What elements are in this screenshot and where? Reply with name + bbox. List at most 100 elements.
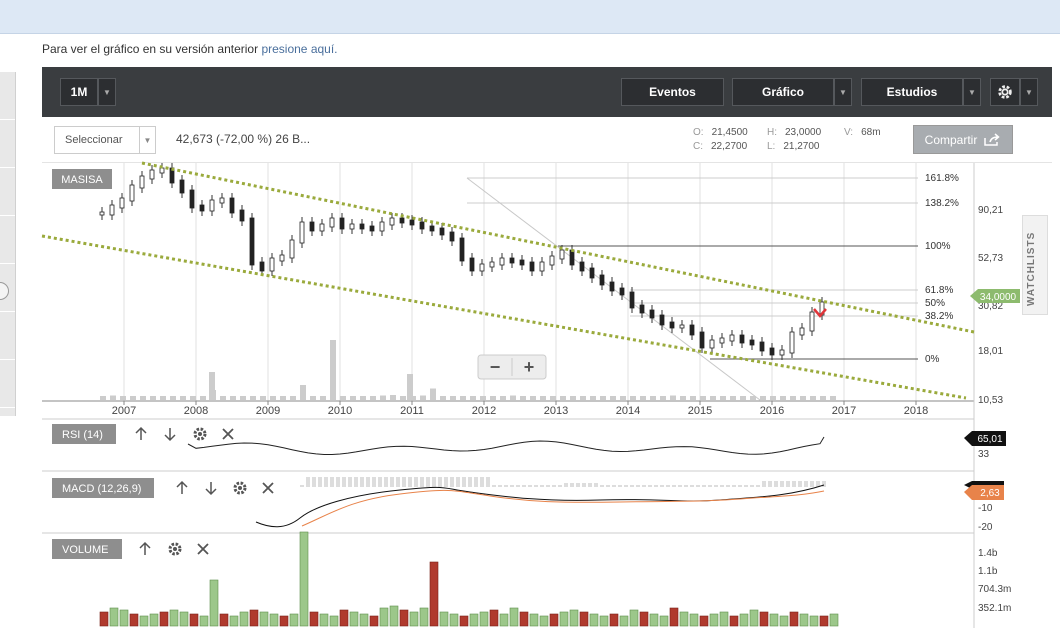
volume-bar bbox=[279, 615, 289, 627]
volume-overlay-bar bbox=[370, 396, 376, 400]
macd-histogram-bar bbox=[660, 485, 664, 487]
volume-bar bbox=[759, 611, 769, 627]
volume-overlay-bar bbox=[100, 396, 106, 400]
zoom-in-button[interactable]: + bbox=[524, 357, 535, 377]
zoom-out-button[interactable]: − bbox=[490, 357, 501, 377]
candle-body bbox=[239, 209, 245, 222]
candle-body bbox=[289, 239, 295, 259]
compare-select[interactable]: Seleccionar ▼ bbox=[54, 126, 156, 154]
volume-overlay-bar bbox=[240, 396, 246, 400]
macd-histogram-bar bbox=[522, 485, 526, 487]
volume-bar bbox=[269, 613, 279, 627]
volume-bar bbox=[209, 579, 219, 627]
macd-histogram-bar bbox=[552, 485, 556, 487]
volume-move-up-arrow-up-icon[interactable] bbox=[139, 541, 151, 555]
macd-move-down-arrow-down-icon[interactable] bbox=[205, 482, 217, 496]
candle-body bbox=[329, 217, 335, 228]
macd-histogram-bar bbox=[666, 485, 670, 487]
volume-overlay-bar bbox=[670, 395, 676, 400]
volume-bar bbox=[159, 611, 169, 627]
settings-gear-icon[interactable] bbox=[990, 78, 1020, 106]
chart-toolbar: 1M ▼ Eventos Gráfico ▼ Estudios ▼ ▼ bbox=[42, 67, 1052, 117]
candle-body bbox=[399, 217, 405, 224]
candle-body bbox=[219, 197, 225, 204]
volume-bar bbox=[829, 613, 839, 627]
macd-histogram-bar bbox=[390, 477, 394, 487]
volume-overlay-bar bbox=[400, 396, 406, 400]
macd-histogram-bar bbox=[486, 477, 490, 487]
settings-chevron-down-icon[interactable]: ▼ bbox=[1020, 78, 1038, 106]
volume-overlay-bar bbox=[530, 396, 536, 400]
browser-top-bar bbox=[0, 0, 1060, 34]
volume-bar bbox=[629, 609, 639, 627]
macd-histogram-bar bbox=[684, 485, 688, 487]
year-label-2008: 2008 bbox=[184, 405, 208, 417]
volume-overlay-bar bbox=[260, 396, 266, 400]
year-label-2010: 2010 bbox=[328, 405, 352, 417]
studies-chevron-down-icon[interactable]: ▼ bbox=[963, 78, 981, 106]
macd-histogram-bar bbox=[810, 481, 814, 487]
candle-body bbox=[369, 225, 375, 232]
legacy-version-link[interactable]: presione aquí. bbox=[261, 42, 338, 56]
macd-histogram-bar bbox=[720, 485, 724, 487]
volume-bar bbox=[409, 611, 419, 627]
candle-body bbox=[779, 349, 785, 356]
period-button[interactable]: 1M bbox=[60, 78, 98, 106]
volume-overlay-bar bbox=[490, 396, 496, 400]
volume-bar bbox=[169, 609, 179, 627]
volume-close-icon[interactable] bbox=[197, 543, 209, 555]
macd-histogram-bar bbox=[366, 477, 370, 487]
volume-bar bbox=[429, 561, 439, 627]
macd-gear-icon[interactable] bbox=[233, 481, 247, 495]
volume-bar bbox=[219, 613, 229, 627]
volume-bar bbox=[549, 613, 559, 627]
period-chevron-down-icon[interactable]: ▼ bbox=[98, 78, 116, 106]
macd-histogram-bar bbox=[468, 477, 472, 487]
macd-histogram-bar bbox=[672, 485, 676, 487]
candle-body bbox=[559, 249, 565, 260]
rsi-move-down-arrow-down-icon[interactable] bbox=[164, 428, 176, 442]
chart-info-bar: Seleccionar ▼ 42,673 (-72,00 %) 26 B... … bbox=[42, 117, 1052, 163]
candle-body bbox=[129, 184, 135, 202]
rsi-gear-icon[interactable] bbox=[193, 427, 207, 441]
volume-overlay-bar bbox=[690, 396, 696, 400]
volume-bar bbox=[309, 611, 319, 627]
candle-body bbox=[609, 281, 615, 292]
candle-body bbox=[809, 311, 815, 332]
volume-overlay-bar bbox=[250, 396, 256, 400]
volume-value: V: 68m bbox=[844, 127, 881, 138]
year-label-2007: 2007 bbox=[112, 405, 136, 417]
candle-body bbox=[749, 339, 755, 346]
share-button[interactable]: Compartir bbox=[913, 125, 1013, 154]
volume-overlay-bar bbox=[520, 396, 526, 400]
watchlists-tab[interactable]: WATCHLISTS bbox=[1022, 215, 1048, 315]
macd-line bbox=[255, 484, 825, 528]
rsi-move-up-arrow-up-icon[interactable] bbox=[135, 426, 147, 440]
macd-close-icon[interactable] bbox=[262, 482, 274, 494]
volume-overlay-bar bbox=[730, 396, 736, 400]
candle-body bbox=[719, 337, 725, 344]
macd-histogram-bar bbox=[642, 485, 646, 487]
macd-histogram-bar bbox=[786, 481, 790, 487]
volume-gear-icon[interactable] bbox=[168, 542, 182, 556]
volume-bar bbox=[599, 615, 609, 627]
volume-overlay-bar bbox=[170, 396, 176, 400]
volume-bar bbox=[579, 611, 589, 627]
volume-bar bbox=[499, 613, 509, 627]
volume-bar bbox=[139, 615, 149, 627]
macd-histogram-bar bbox=[414, 477, 418, 487]
volume-overlay-bar bbox=[380, 395, 386, 400]
rsi-close-icon[interactable] bbox=[222, 428, 234, 440]
volume-bar bbox=[179, 611, 189, 627]
macd-move-up-arrow-up-icon[interactable] bbox=[176, 480, 188, 494]
chart-type-button[interactable]: Gráfico bbox=[732, 78, 834, 106]
macd-value: 2,63 bbox=[980, 488, 1000, 499]
chart-type-chevron-down-icon[interactable]: ▼ bbox=[834, 78, 852, 106]
volume-bar bbox=[439, 611, 449, 627]
studies-button[interactable]: Estudios bbox=[861, 78, 963, 106]
volume-overlay-bar bbox=[590, 396, 596, 400]
macd-histogram-bar bbox=[444, 477, 448, 487]
candle-body bbox=[389, 217, 395, 226]
events-button[interactable]: Eventos bbox=[621, 78, 724, 106]
